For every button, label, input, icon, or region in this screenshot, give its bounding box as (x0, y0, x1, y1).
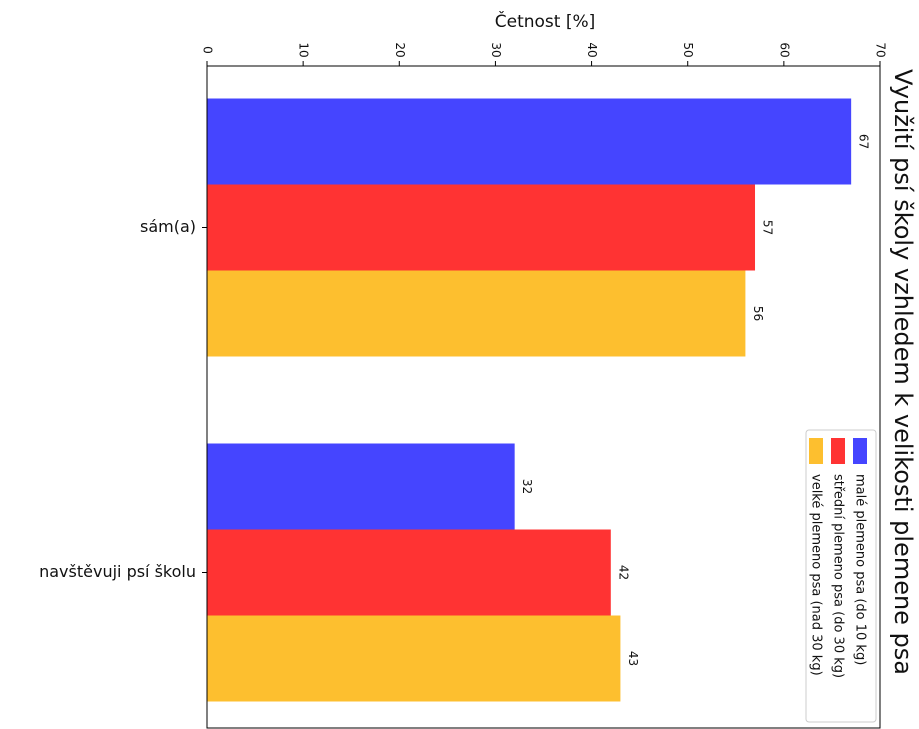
plot-frame (206, 65, 881, 729)
x-tick-label: 30 (489, 42, 503, 57)
x-tick-label: 70 (874, 42, 888, 57)
legend-label: střední plemeno psa (do 30 kg) (831, 474, 846, 678)
value-label: 67 (857, 134, 871, 149)
legend-box (805, 429, 877, 723)
legend: malé plemeno psa (do 10 kg) střední pleme… (805, 429, 877, 723)
legend-label: velké plemeno psa (nad 30 kg) (809, 474, 824, 676)
bar (207, 98, 852, 185)
x-tick-label: 10 (297, 42, 311, 57)
legend-label: malé plemeno psa (do 10 kg) (853, 474, 868, 665)
value-label: 56 (751, 306, 765, 321)
value-label: 43 (626, 651, 640, 666)
value-label: 57 (761, 220, 775, 235)
legend-swatch (853, 438, 867, 464)
x-axis-label: Četnost [%] (495, 10, 596, 32)
chart-title: Využití psí školy vzhledem k velikosti p… (889, 69, 917, 675)
legend-swatch (831, 438, 845, 464)
y-tick-label: sám(a) (140, 217, 196, 236)
bar (207, 529, 611, 616)
x-tick-label: 60 (777, 42, 791, 57)
x-tick-label: 0 (201, 46, 215, 54)
bar (207, 443, 515, 530)
bar (207, 184, 756, 271)
x-tick-label: 20 (393, 42, 407, 57)
y-tick-label: navštěvuji psí školu (39, 562, 196, 581)
bar (207, 270, 746, 357)
x-tick-label: 40 (585, 42, 599, 57)
bar (207, 615, 621, 702)
legend-swatch (809, 438, 823, 464)
value-label: 42 (616, 565, 630, 580)
x-tick-label: 50 (681, 42, 695, 57)
value-label: 32 (520, 479, 534, 494)
